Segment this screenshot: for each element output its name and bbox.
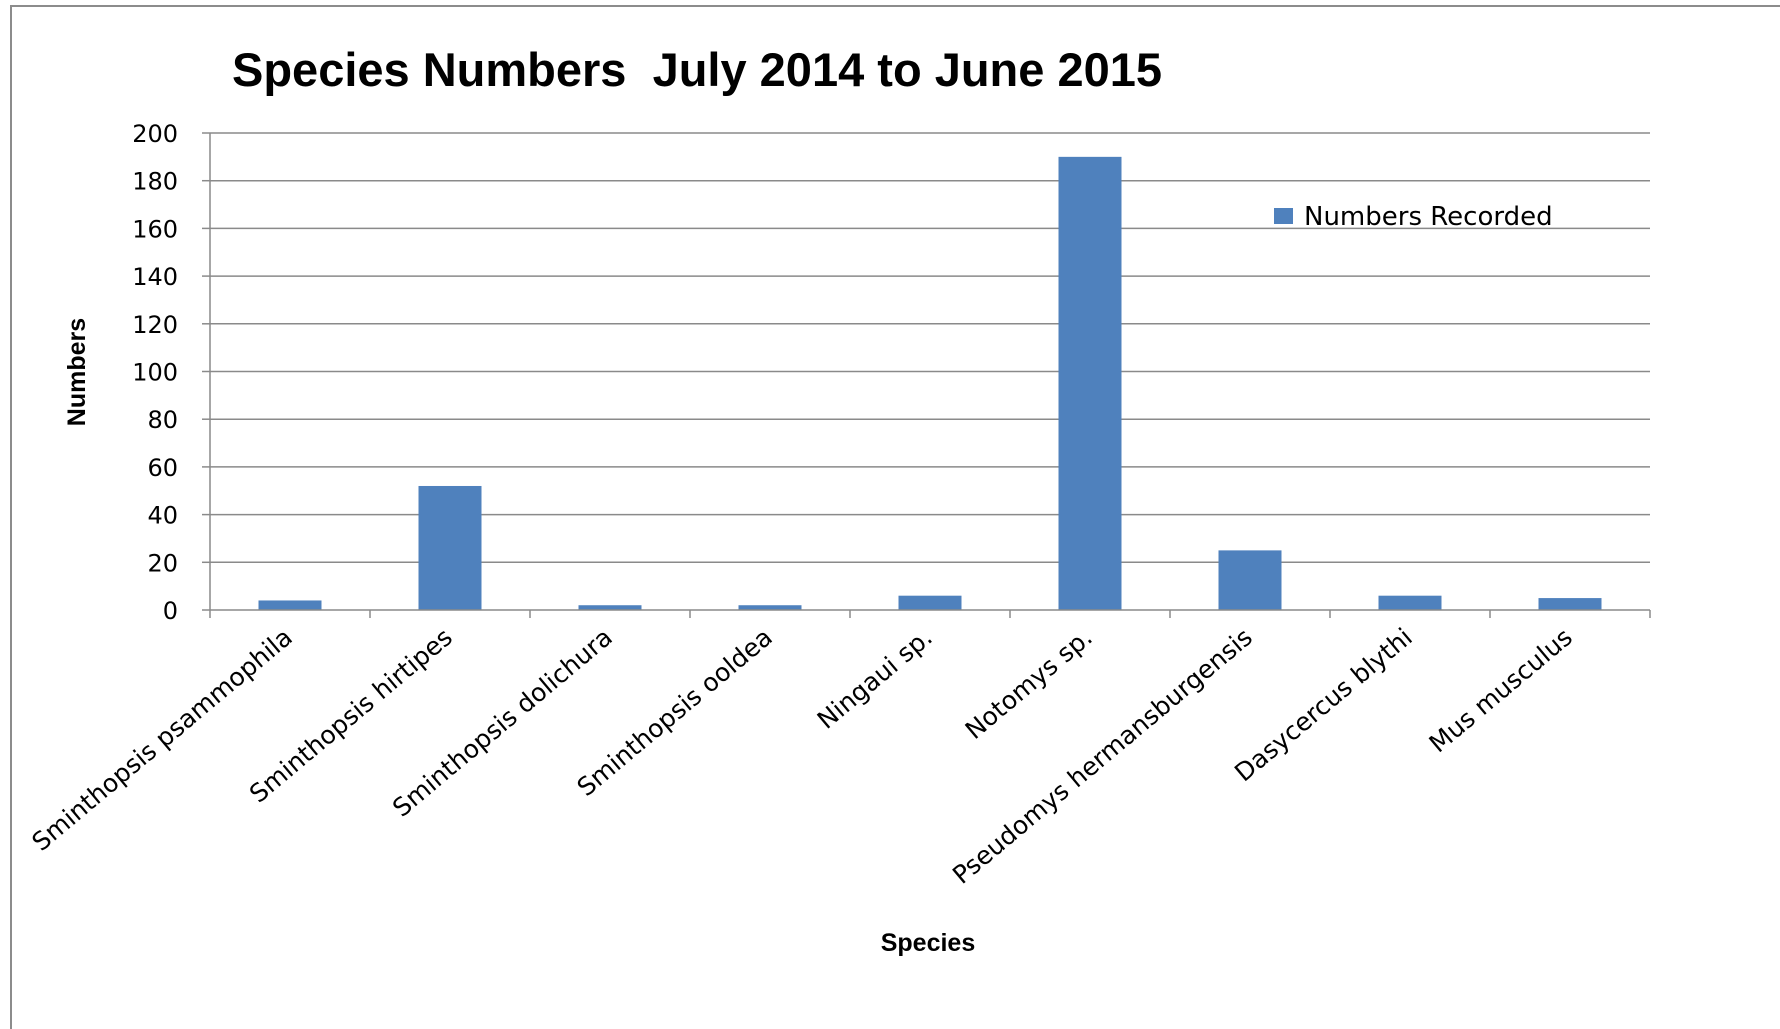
y-tick-label: 20 xyxy=(147,549,178,577)
y-tick-label: 100 xyxy=(132,359,178,387)
bar xyxy=(1058,156,1122,610)
y-tick-label: 200 xyxy=(132,120,178,148)
bar xyxy=(1378,595,1442,610)
chart-title: Species Numbers July 2014 to June 2015 xyxy=(232,43,1162,96)
bar xyxy=(258,600,322,610)
bar xyxy=(738,605,802,610)
y-tick-labels: 0 20 40 60 80 100 120 140 160 180 200 xyxy=(132,120,178,625)
y-tick-label: 60 xyxy=(147,454,178,482)
bars xyxy=(258,156,1602,610)
y-tick-label: 160 xyxy=(132,215,178,243)
y-axis-title: Numbers xyxy=(63,318,91,426)
y-tick-label: 140 xyxy=(132,263,178,291)
bar xyxy=(1538,598,1602,610)
bar xyxy=(578,605,642,610)
bar xyxy=(898,595,962,610)
axes xyxy=(202,132,1651,618)
x-axis-title: Species xyxy=(881,929,976,957)
y-tick-label: 80 xyxy=(147,406,178,434)
legend: Numbers Recorded xyxy=(1274,202,1553,232)
bar xyxy=(418,485,482,610)
y-tick-label: 120 xyxy=(132,311,178,339)
chart-border xyxy=(10,5,1780,1029)
y-tick-label: 40 xyxy=(147,502,178,530)
bar xyxy=(1218,550,1282,610)
legend-swatch xyxy=(1274,208,1293,224)
y-tick-label: 0 xyxy=(163,597,178,625)
legend-label: Numbers Recorded xyxy=(1304,202,1553,232)
y-tick-label: 180 xyxy=(132,168,178,196)
